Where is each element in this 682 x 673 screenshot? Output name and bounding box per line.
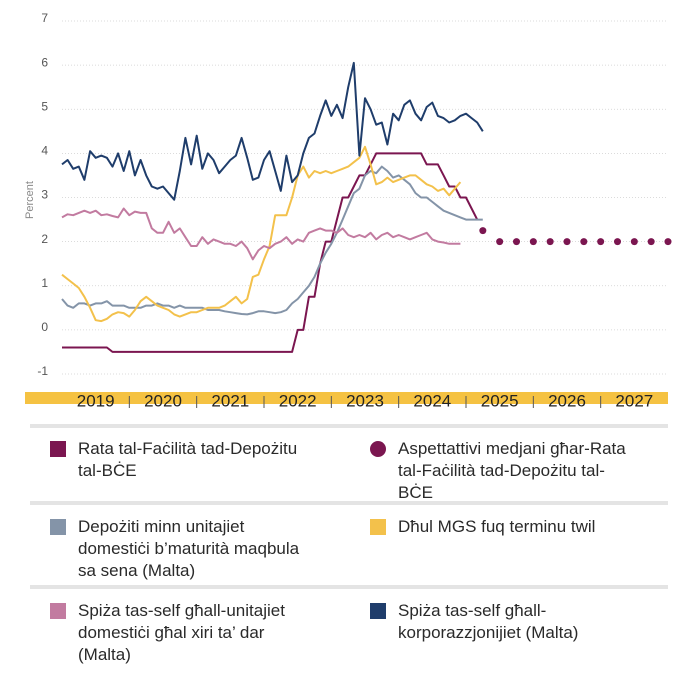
legend-label: Rata tal-Faċilità tad-Depożitu tal-BĊE — [78, 439, 298, 480]
expectation-dot — [496, 238, 504, 246]
x-tick-label: 2024 — [413, 391, 451, 410]
chart: Percent -1 0 1 2 3 4 5 6 7 2019 2020 2021 2022 2023 20… — [24, 11, 672, 410]
legend-item: Rata tal-Faċilità tad-Depożitu tal-BĊE — [50, 438, 330, 482]
expectation-dot — [479, 227, 487, 235]
y-tick-label: 5 — [41, 99, 48, 113]
expectation-dot — [647, 238, 655, 246]
y-tick-label: 7 — [41, 11, 48, 25]
legend-label: Spiża tas-self għall-unitajiet domestiċi… — [78, 601, 285, 664]
expectation-dot — [664, 238, 672, 246]
x-tick-label: 2025 — [481, 391, 519, 410]
expectation-dot — [630, 238, 638, 246]
legend-item: Dħul MGS fuq terminu twil — [370, 516, 650, 538]
legend-item: Aspettattivi medjani għar-Rata tal-Faċil… — [370, 438, 650, 504]
series-line — [61, 165, 483, 316]
legend-item: Spiża tas-self għall-unitajiet domestiċi… — [50, 600, 330, 666]
x-tick-label: 2021 — [211, 391, 249, 410]
expectation-dot — [529, 238, 537, 246]
expectation-dot — [597, 238, 605, 246]
legend-separator — [30, 501, 668, 505]
y-tick-label: 6 — [41, 55, 48, 69]
y-tick-label: 2 — [41, 232, 48, 246]
legend-swatch — [50, 441, 66, 457]
y-axis-label: Percent — [24, 181, 36, 219]
legend-swatch — [50, 519, 66, 535]
x-tick-label: 2026 — [548, 391, 586, 410]
series-line — [62, 152, 479, 353]
legend-label: Aspettattivi medjani għar-Rata tal-Faċil… — [398, 439, 626, 502]
expectation-dot — [563, 238, 571, 246]
legend-swatch — [370, 603, 386, 619]
series-line — [61, 207, 461, 261]
legend-label: Spiża tas-self għall-korporazzjonijiet (… — [398, 601, 579, 642]
y-tick-label: 0 — [41, 320, 48, 334]
legend-swatch — [370, 441, 386, 457]
series-line — [61, 145, 462, 323]
expectation-dot — [614, 238, 621, 246]
legend-separator — [30, 585, 668, 589]
series-line — [61, 61, 484, 201]
expectation-dot — [580, 238, 588, 246]
x-tick-label: 2027 — [615, 391, 653, 410]
y-tick-label: 3 — [41, 188, 48, 202]
expectation-dot — [546, 238, 554, 246]
x-tick-label: 2023 — [346, 391, 384, 410]
x-tick-label: 2020 — [144, 391, 182, 410]
legend-item: Depożiti minn unitajiet domestiċi b’matu… — [50, 516, 330, 582]
y-tick-label: -1 — [37, 364, 48, 378]
legend-item: Spiża tas-self għall-korporazzjonijiet (… — [370, 600, 650, 644]
legend-separator — [30, 424, 668, 428]
legend-label: Dħul MGS fuq terminu twil — [398, 517, 596, 536]
y-tick-label: 4 — [41, 144, 48, 158]
x-tick-label: 2019 — [77, 391, 115, 410]
legend-swatch — [370, 519, 386, 535]
x-tick-label: 2022 — [279, 391, 317, 410]
y-tick-label: 1 — [41, 276, 48, 290]
x-axis-band — [25, 392, 668, 404]
legend-label: Depożiti minn unitajiet domestiċi b’matu… — [78, 517, 300, 580]
legend-swatch — [50, 603, 66, 619]
expectation-dot — [513, 238, 520, 246]
